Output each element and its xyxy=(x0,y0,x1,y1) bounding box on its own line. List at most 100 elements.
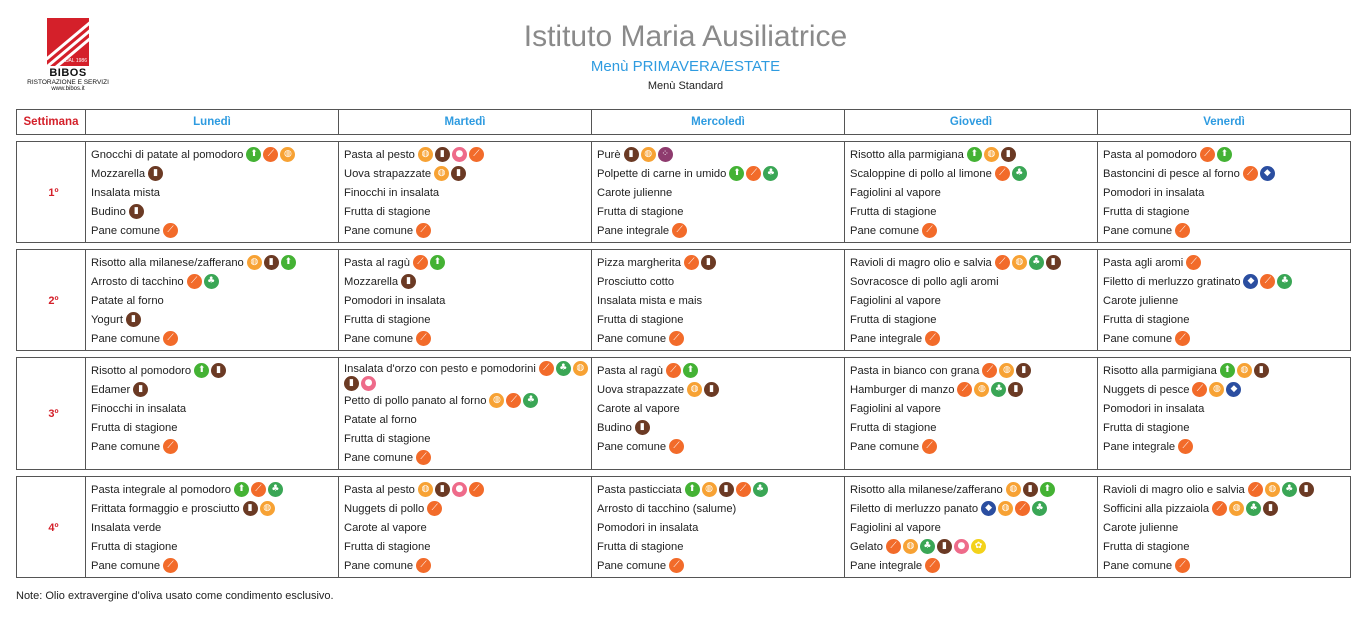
milk-allergen-icon: ▮ xyxy=(634,420,650,435)
dish-name: Mozzarella xyxy=(344,275,399,288)
gluten-allergen-icon: ⟋ xyxy=(665,363,681,378)
gluten-allergen-icon: ⟋ xyxy=(163,439,179,454)
column-header-friday: Venerdì xyxy=(1097,109,1351,135)
menu-item: Frutta di stagione xyxy=(91,537,338,556)
logo-name: BIBOS xyxy=(49,67,87,79)
menu-item: Frutta di stagione xyxy=(597,310,844,329)
dish-name: Arrosto di tacchino (salume) xyxy=(597,502,737,515)
menu-cell-tuesday: Pasta al ragù ⟋ ⬆ Mozzarella ▮ Pomodori in in… xyxy=(338,249,592,351)
dish-name: Nuggets di pollo xyxy=(344,502,425,515)
celery-allergen-icon: ♣ xyxy=(1277,274,1293,289)
dish-name: Frutta di stagione xyxy=(344,205,431,218)
gluten-allergen-icon: ⟋ xyxy=(163,558,179,573)
dish-name: Pomodori in insalata xyxy=(1103,186,1205,199)
dish-name: Finocchi in insalata xyxy=(344,186,440,199)
milk-allergen-icon: ▮ xyxy=(1298,482,1314,497)
dish-name: Ravioli di magro olio e salvia xyxy=(1103,483,1245,496)
dish-name: Frutta di stagione xyxy=(1103,205,1190,218)
egg-allergen-icon: ◍ xyxy=(974,382,990,397)
menu-item: Frutta di stagione xyxy=(344,429,591,448)
menu-item: Pane comune ⟋ xyxy=(344,448,591,467)
menu-item: Purè ▮ ◍ ⁘ xyxy=(597,145,844,164)
menu-item: Risotto alla parmigiana ⬆ ◍ ▮ xyxy=(1103,361,1350,380)
menu-item: Frutta di stagione xyxy=(597,202,844,221)
week-label: 3º xyxy=(16,357,86,470)
soy-allergen-icon: ● xyxy=(451,482,467,497)
menu-item: Pane comune ⟋ xyxy=(1103,329,1350,348)
menu-cell-tuesday: Insalata d'orzo con pesto e pomodorini ⟋ ♣… xyxy=(338,357,592,470)
menu-item: Patate al forno xyxy=(91,291,338,310)
menu-cell-thursday: Risotto alla milanese/zafferano ◍ ▮ ⬆ Filett… xyxy=(844,476,1098,578)
celery-allergen-icon: ♣ xyxy=(919,539,935,554)
menu-item: Bastoncini di pesce al forno ⟋ ◆ xyxy=(1103,164,1350,183)
logo-subtitle: RISTORAZIONE E SERVIZI xyxy=(27,79,109,86)
dish-name: Pane comune xyxy=(1103,332,1173,345)
nuts-allergen-icon: ⬆ xyxy=(1219,363,1235,378)
menu-item: Patate al forno xyxy=(344,410,591,429)
menu-cell-wednesday: Purè ▮ ◍ ⁘ Polpette di carne in umido ⬆ ⟋ ♣ Caro… xyxy=(591,141,845,243)
gluten-allergen-icon: ⟋ xyxy=(885,539,901,554)
dish-name: Sofficini alla pizzaiola xyxy=(1103,502,1210,515)
menu-item: Gelato ⟋ ◍ ♣ ▮ ● ✿ xyxy=(850,537,1097,556)
celery-allergen-icon: ♣ xyxy=(267,482,283,497)
gluten-allergen-icon: ⟋ xyxy=(669,439,685,454)
menu-item: Pane comune ⟋ xyxy=(597,329,844,348)
table-header-row: Settimana Lunedì Martedì Mercoledì Giove… xyxy=(16,109,1355,135)
menu-item: Pane comune ⟋ xyxy=(1103,221,1350,240)
week-row: 4º Pasta integrale al pomodoro ⬆ ⟋ ♣ Frittata… xyxy=(16,476,1355,578)
menu-cell-friday: Pasta agli aromi ⟋ Filetto di merluzzo gra… xyxy=(1097,249,1351,351)
egg-allergen-icon: ◍ xyxy=(434,166,450,181)
dish-name: Pasta in bianco con grana xyxy=(850,364,980,377)
dish-name: Budino xyxy=(597,421,632,434)
gluten-allergen-icon: ⟋ xyxy=(1247,482,1263,497)
menu-item: Pasta al pesto ◍ ▮ ● ⟋ xyxy=(344,480,591,499)
dish-name: Insalata mista e mais xyxy=(597,294,703,307)
menu-cell-monday: Pasta integrale al pomodoro ⬆ ⟋ ♣ Frittata f… xyxy=(85,476,339,578)
egg-allergen-icon: ◍ xyxy=(687,382,703,397)
dish-name: Pane integrale xyxy=(850,332,923,345)
dish-name: Carote al vapore xyxy=(597,402,680,415)
nuts-allergen-icon: ⬆ xyxy=(729,166,745,181)
egg-allergen-icon: ◍ xyxy=(259,501,275,516)
celery-allergen-icon: ♣ xyxy=(1032,501,1048,516)
gluten-allergen-icon: ⟋ xyxy=(186,274,202,289)
menu-item: Frutta di stagione xyxy=(1103,310,1350,329)
milk-allergen-icon: ▮ xyxy=(434,482,450,497)
dish-name: Frutta di stagione xyxy=(344,313,431,326)
menu-cell-friday: Pasta al pomodoro ⟋ ⬆ Bastoncini di pesce a… xyxy=(1097,141,1351,243)
menu-item: Pane integrale ⟋ xyxy=(850,329,1097,348)
week-label: 2º xyxy=(16,249,86,351)
celery-allergen-icon: ♣ xyxy=(203,274,219,289)
milk-allergen-icon: ▮ xyxy=(263,255,279,270)
milk-allergen-icon: ▮ xyxy=(936,539,952,554)
dish-name: Finocchi in insalata xyxy=(91,402,187,415)
nuts-allergen-icon: ⬆ xyxy=(684,482,700,497)
egg-allergen-icon: ◍ xyxy=(999,363,1015,378)
menu-item: Nuggets di pollo ⟋ xyxy=(344,499,591,518)
column-header-wednesday: Mercoledì xyxy=(591,109,845,135)
logo-badge: DAL 1986 xyxy=(64,58,87,64)
menu-item: Pasta al pesto ◍ ▮ ● ⟋ xyxy=(344,145,591,164)
menu-item: Pizza margherita ⟋ ▮ xyxy=(597,253,844,272)
footer-note: Note: Olio extravergine d'oliva usato co… xyxy=(16,590,334,602)
dish-name: Pane comune xyxy=(850,440,920,453)
dish-name: Pasta al ragù xyxy=(344,256,410,269)
menu-item: Carote julienne xyxy=(1103,291,1350,310)
dish-name: Pane comune xyxy=(1103,224,1173,237)
soy-allergen-icon: ● xyxy=(953,539,969,554)
milk-allergen-icon: ▮ xyxy=(1263,501,1279,516)
menu-item: Pane integrale ⟋ xyxy=(850,556,1097,575)
fish-allergen-icon: ◆ xyxy=(1243,274,1259,289)
dish-name: Insalata verde xyxy=(91,521,162,534)
dish-name: Pane comune xyxy=(344,451,414,464)
menu-item: Risotto alla milanese/zafferano ◍ ▮ ⬆ xyxy=(850,480,1097,499)
celery-allergen-icon: ♣ xyxy=(991,382,1007,397)
menu-cell-wednesday: Pasta pasticciata ⬆ ◍ ▮ ⟋ ♣ Arrosto di tacchin… xyxy=(591,476,845,578)
menu-item: Budino ▮ xyxy=(91,202,338,221)
nuts-allergen-icon: ⬆ xyxy=(1039,482,1055,497)
milk-allergen-icon: ▮ xyxy=(1045,255,1061,270)
menu-item: Fagiolini al vapore xyxy=(850,183,1097,202)
egg-allergen-icon: ◍ xyxy=(983,147,999,162)
milk-allergen-icon: ▮ xyxy=(434,147,450,162)
dish-name: Frutta di stagione xyxy=(597,313,684,326)
